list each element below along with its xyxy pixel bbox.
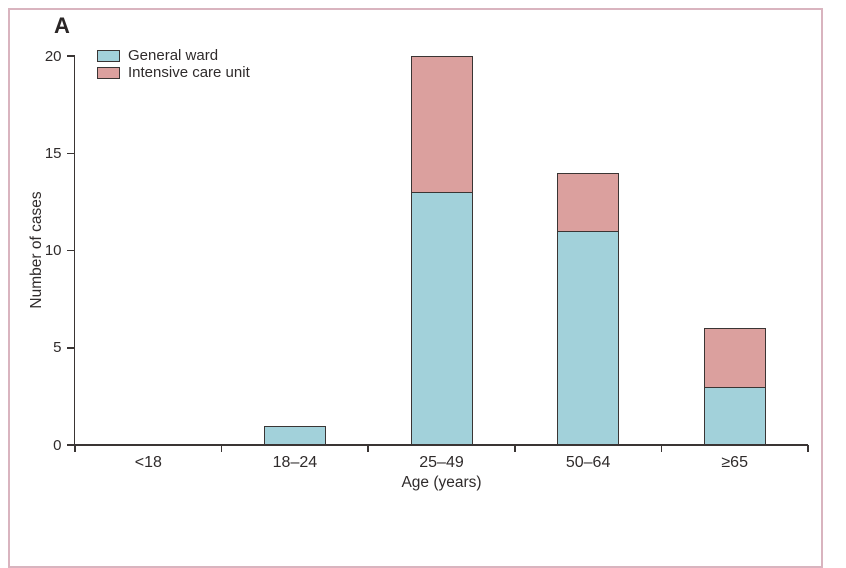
x-tick	[74, 445, 76, 452]
x-tick-label: 25–49	[419, 454, 464, 471]
bar-segment-general-ward	[264, 426, 325, 444]
chart-plot-area: 0 5 10 15 20 <18 18–24 25–49 50–64 ≥65	[44, 47, 809, 471]
bar	[703, 328, 766, 445]
bar	[263, 425, 326, 445]
y-tick-label: 5	[53, 339, 62, 357]
legend-item: Intensive care unit	[97, 65, 250, 81]
y-tick	[66, 347, 74, 349]
x-tick	[660, 445, 663, 452]
x-axis-line	[73, 444, 808, 446]
legend: General ward Intensive care unit	[97, 48, 250, 82]
y-tick	[66, 444, 74, 446]
x-tick	[807, 445, 809, 452]
bar	[557, 172, 620, 445]
x-tick-label: 50–64	[565, 454, 611, 471]
y-tick-label: 15	[44, 144, 62, 162]
bar-segment-intensive-care-unit	[704, 329, 765, 388]
x-tick-label: 18–24	[272, 454, 318, 471]
x-tick	[220, 445, 223, 452]
figure-canvas: A General ward Intensive care unit 0 5 10 15…	[8, 8, 823, 568]
y-tick-label: 20	[44, 47, 62, 65]
bar-segment-intensive-care-unit	[411, 57, 472, 194]
panel-label: A	[54, 13, 70, 38]
y-tick-label: 10	[44, 242, 62, 259]
y-tick-label: 0	[53, 436, 62, 454]
bar-segment-intensive-care-unit	[558, 173, 619, 233]
bar-segment-general-ward	[704, 387, 765, 444]
y-tick	[66, 55, 74, 57]
x-tick	[367, 445, 369, 452]
legend-item: General ward	[97, 48, 250, 64]
bar	[410, 56, 473, 445]
legend-swatch	[97, 50, 120, 62]
y-axis-line	[73, 55, 75, 446]
y-tick	[66, 152, 74, 154]
x-axis-title: Age (years)	[401, 474, 482, 491]
legend-label: Intensive care unit	[128, 64, 250, 81]
legend-swatch	[97, 67, 120, 79]
bar-segment-general-ward	[558, 232, 619, 444]
legend-label: General ward	[128, 47, 219, 64]
x-tick-label: <18	[134, 454, 162, 471]
x-tick-label: ≥65	[721, 454, 748, 471]
bar-segment-general-ward	[411, 193, 472, 444]
y-axis-title: Number of cases	[28, 191, 45, 309]
x-tick	[514, 445, 516, 452]
y-tick	[66, 249, 74, 252]
